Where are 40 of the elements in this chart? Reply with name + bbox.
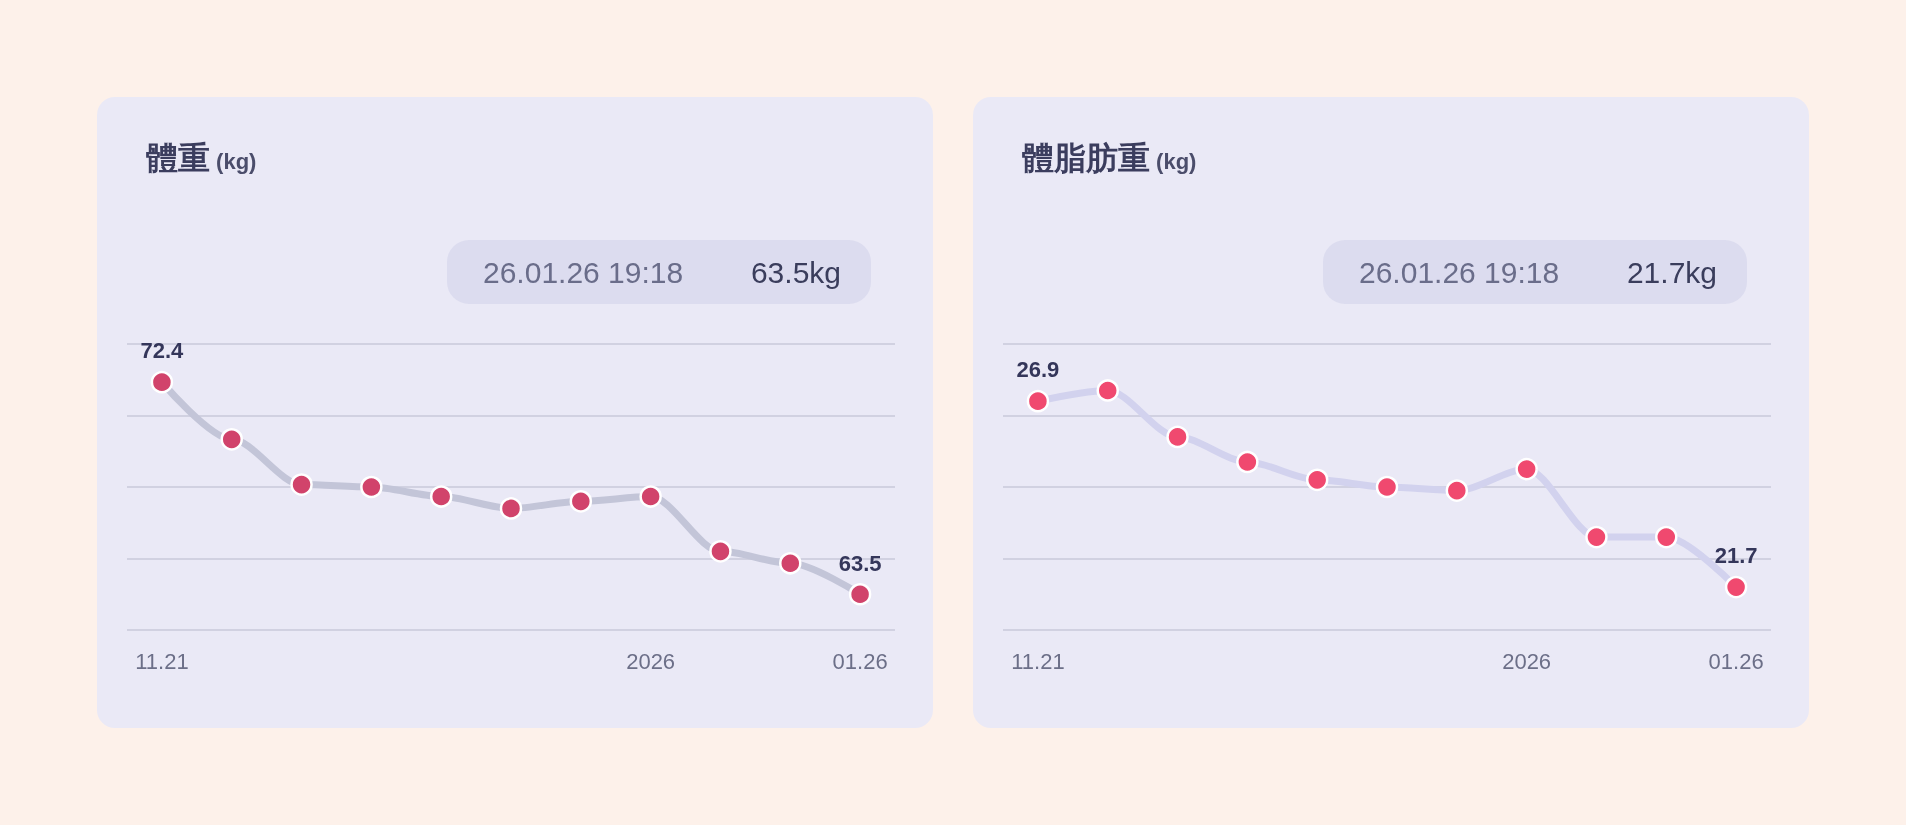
data-label: 63.5 — [838, 550, 882, 576]
text: 21.7kg — [1626, 255, 1717, 289]
chart-title: 體脂肪重 — [1022, 140, 1150, 176]
data-label: 72.4 — [140, 338, 185, 364]
point — [1026, 389, 1050, 413]
point — [1305, 468, 1329, 492]
point — [639, 485, 662, 508]
point — [1724, 575, 1748, 599]
y-axis-title: (kg) — [1150, 148, 1197, 174]
point — [1655, 525, 1678, 549]
text: 26.01.26 19:18 — [1359, 255, 1560, 289]
point — [709, 540, 732, 563]
point — [499, 497, 523, 520]
point — [1585, 525, 1608, 549]
point — [1236, 450, 1259, 474]
point — [220, 428, 243, 451]
point — [1096, 379, 1119, 402]
data-label: 26.9 — [1016, 357, 1060, 383]
point — [569, 490, 593, 513]
point — [429, 485, 453, 508]
x-tick-label: 11.21 — [1011, 648, 1065, 674]
x-tick-label: 2026 — [626, 648, 676, 674]
point — [1515, 457, 1538, 481]
point — [1375, 475, 1399, 499]
x-tick-label: 01.26 — [832, 648, 888, 674]
x-tick-label: 2026 — [1502, 648, 1552, 674]
point — [1445, 479, 1469, 502]
text: 26.01.26 19:18 — [483, 255, 684, 289]
data-label: 21.7 — [1714, 543, 1758, 569]
point — [360, 475, 383, 499]
chart-title: 體重 — [146, 140, 210, 176]
point — [290, 473, 313, 496]
point — [150, 370, 174, 394]
y-axis-title: (kg) — [210, 148, 257, 174]
point — [779, 552, 802, 575]
point — [848, 583, 872, 606]
x-tick-label: 01.26 — [1708, 648, 1764, 674]
x-tick-label: 11.21 — [135, 648, 189, 674]
text: 63.5kg — [750, 255, 841, 289]
point — [1166, 425, 1189, 449]
